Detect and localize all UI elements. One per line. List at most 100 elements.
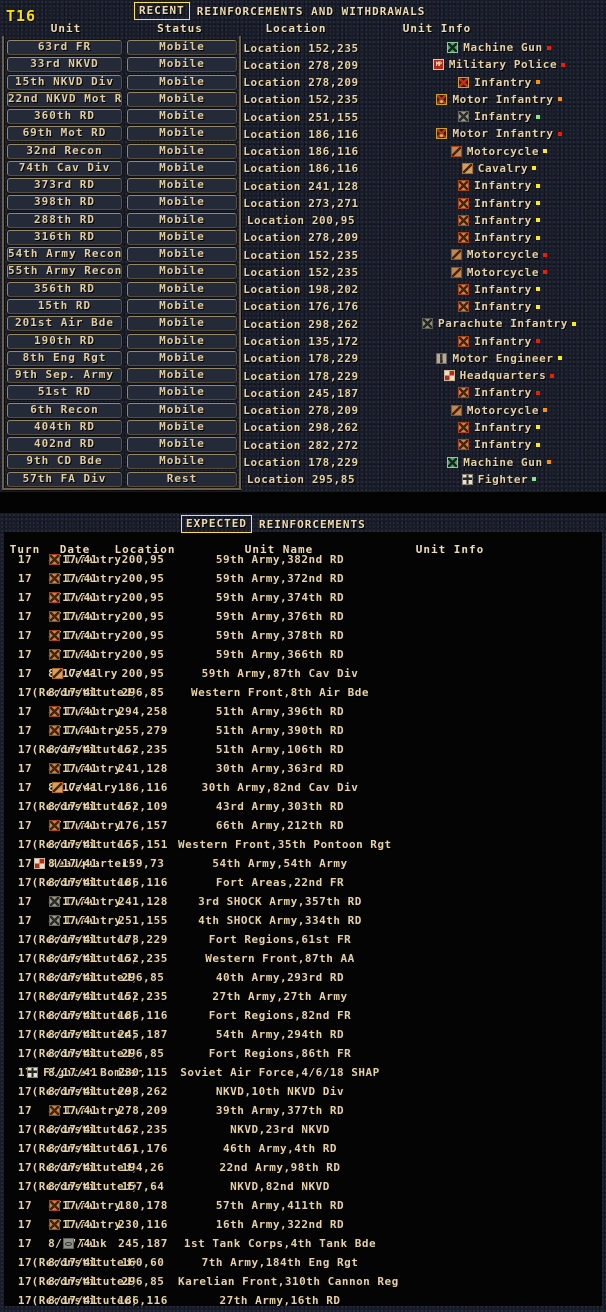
- status-button[interactable]: Mobile: [127, 57, 237, 73]
- status-button[interactable]: Mobile: [127, 333, 237, 349]
- status-button[interactable]: Mobile: [127, 143, 237, 159]
- unit-button[interactable]: 316th RD: [7, 229, 122, 245]
- header-status: Status: [157, 22, 203, 35]
- unit-button[interactable]: 201st Air Bde: [7, 316, 122, 332]
- unit-button[interactable]: 74th Cav Div: [7, 160, 122, 176]
- status-button[interactable]: Mobile: [127, 212, 237, 228]
- date-cell: 8/17/41: [48, 1142, 98, 1155]
- unit-info-label: (Reconstituted): [31, 1161, 139, 1174]
- unit-info-label: Infantry: [64, 553, 122, 566]
- status-button[interactable]: Mobile: [127, 419, 237, 435]
- status-button[interactable]: Mobile: [127, 195, 237, 211]
- turn-cell: 17: [17, 1199, 33, 1212]
- unit-button[interactable]: 22nd NKVD Mot RD: [7, 91, 122, 107]
- status-button[interactable]: Mobile: [127, 350, 237, 366]
- turn-cell: 17: [17, 591, 33, 604]
- status-dot-red: [550, 373, 555, 378]
- status-button[interactable]: Mobile: [127, 437, 237, 453]
- turn-cell: 17: [17, 1085, 33, 1098]
- expected-row: 17 8/17/41 157,64 NKVD,82nd NKVD (Reconstitu…: [0, 1177, 606, 1196]
- status-button[interactable]: Mobile: [127, 91, 237, 107]
- status-button[interactable]: Mobile: [127, 126, 237, 142]
- unit-info-label: Infantry: [474, 300, 532, 314]
- date-cell: 8/17/41: [48, 762, 98, 775]
- unit-button[interactable]: 54th Army Recon: [7, 247, 122, 263]
- unit-name-cell: 22nd Army,98th RD: [219, 1161, 341, 1174]
- turn-cell: 17: [17, 781, 33, 794]
- unit-button[interactable]: 63rd FR: [7, 40, 122, 55]
- header-unit-info: Unit Info: [415, 543, 485, 556]
- status-button[interactable]: Mobile: [127, 74, 237, 90]
- recent-title: RECENT REINFORCEMENTS AND WITHDRAWALS: [134, 2, 425, 20]
- unit-button[interactable]: 402nd RD: [7, 437, 122, 453]
- unit-button[interactable]: 398th RD: [7, 195, 122, 211]
- unit-info-label: (Reconstituted): [31, 990, 139, 1003]
- status-button[interactable]: Mobile: [127, 454, 237, 470]
- unit-button[interactable]: 356th RD: [7, 281, 122, 297]
- status-button[interactable]: Mobile: [127, 298, 237, 314]
- status-button[interactable]: Mobile: [127, 178, 237, 194]
- turn-cell: 17: [17, 952, 33, 965]
- unit-button[interactable]: 32nd Recon: [7, 143, 122, 159]
- unit-button[interactable]: 288th RD: [7, 212, 122, 228]
- status-button[interactable]: Mobile: [127, 247, 237, 263]
- unit-name-cell: 27th Army,27th Army: [212, 990, 348, 1003]
- status-button[interactable]: Mobile: [127, 385, 237, 401]
- status-button[interactable]: Mobile: [127, 160, 237, 176]
- turn-cell: 17: [17, 838, 33, 851]
- unit-info-label: (Reconstituted): [31, 1047, 139, 1060]
- expected-row: 17 8/17/41 160,60 7th Army,184th Eng Rgt (Re…: [0, 1253, 606, 1272]
- turn-cell: 17: [17, 876, 33, 889]
- unit-button[interactable]: 190th RD: [7, 333, 122, 349]
- unit-button[interactable]: 69th Mot RD: [7, 126, 122, 142]
- machine-gun-icon: [447, 456, 459, 468]
- location-cell: 152,235: [118, 990, 168, 1003]
- unit-button[interactable]: 15th RD: [7, 298, 122, 314]
- unit-button[interactable]: 57th FA Div: [7, 471, 122, 487]
- unit-button[interactable]: 360th RD: [7, 109, 122, 125]
- recent-title-boxed[interactable]: RECENT: [134, 2, 190, 20]
- unit-info-label: (Reconstituted): [31, 1009, 139, 1022]
- unit-button[interactable]: 373rd RD: [7, 178, 122, 194]
- unit-info-label: (Reconstituted): [31, 1294, 139, 1307]
- status-button[interactable]: Mobile: [127, 229, 237, 245]
- status-dot-yellow: [557, 356, 562, 361]
- unit-button[interactable]: 15th NKVD Div: [7, 74, 122, 90]
- recent-row: 316th RD Mobile Location 278,209 Infantry: [0, 229, 606, 246]
- unit-button[interactable]: 51st RD: [7, 385, 122, 401]
- unit-button[interactable]: 9th Sep. Army: [7, 368, 122, 384]
- recent-column-headers: Unit Status Location Unit Info: [0, 22, 606, 36]
- expected-row: 17 8/17/41 200,95 59th Army,87th Cav Div Cav…: [0, 664, 606, 683]
- status-dot-orange: [543, 408, 548, 413]
- status-button[interactable]: Mobile: [127, 264, 237, 280]
- unit-name-cell: 7th Army,184th Eng Rgt: [201, 1256, 359, 1269]
- infantry-tan-icon: [48, 706, 60, 717]
- unit-info: (Reconstituted): [0, 1291, 170, 1310]
- status-button[interactable]: Mobile: [127, 109, 237, 125]
- unit-info-label: Infantry: [474, 179, 532, 193]
- status-button[interactable]: Mobile: [127, 281, 237, 297]
- unit-info-label: Infantry: [64, 1199, 122, 1212]
- unit-button[interactable]: 33rd NKVD: [7, 57, 122, 73]
- status-button[interactable]: Mobile: [127, 40, 237, 55]
- location-cell: 152,235: [118, 952, 168, 965]
- unit-info-label: Infantry: [64, 1218, 122, 1231]
- status-button[interactable]: Mobile: [127, 368, 237, 384]
- date-cell: 8/17/41: [48, 1218, 98, 1231]
- expected-title-boxed[interactable]: EXPECTED: [181, 515, 252, 533]
- turn-cell: 17: [17, 1142, 33, 1155]
- unit-name-cell: 66th Army,212th RD: [215, 819, 345, 832]
- status-button[interactable]: Rest: [127, 471, 237, 487]
- unit-button[interactable]: 404th RD: [7, 419, 122, 435]
- unit-button[interactable]: 6th Recon: [7, 402, 122, 418]
- unit-button[interactable]: 9th CD Bde: [7, 454, 122, 470]
- status-button[interactable]: Mobile: [127, 316, 237, 332]
- status-dot-red: [535, 390, 540, 395]
- unit-button[interactable]: 55th Army Recon: [7, 264, 122, 280]
- unit-name-cell: 54th Army,54th Army: [212, 857, 348, 870]
- status-button[interactable]: Mobile: [127, 402, 237, 418]
- unit-button[interactable]: 8th Eng Rgt: [7, 350, 122, 366]
- unit-info-label: Military Police: [448, 58, 558, 72]
- expected-row: 17 8/17/41 186,116 30th Army,82nd Cav Div Ca…: [0, 778, 606, 797]
